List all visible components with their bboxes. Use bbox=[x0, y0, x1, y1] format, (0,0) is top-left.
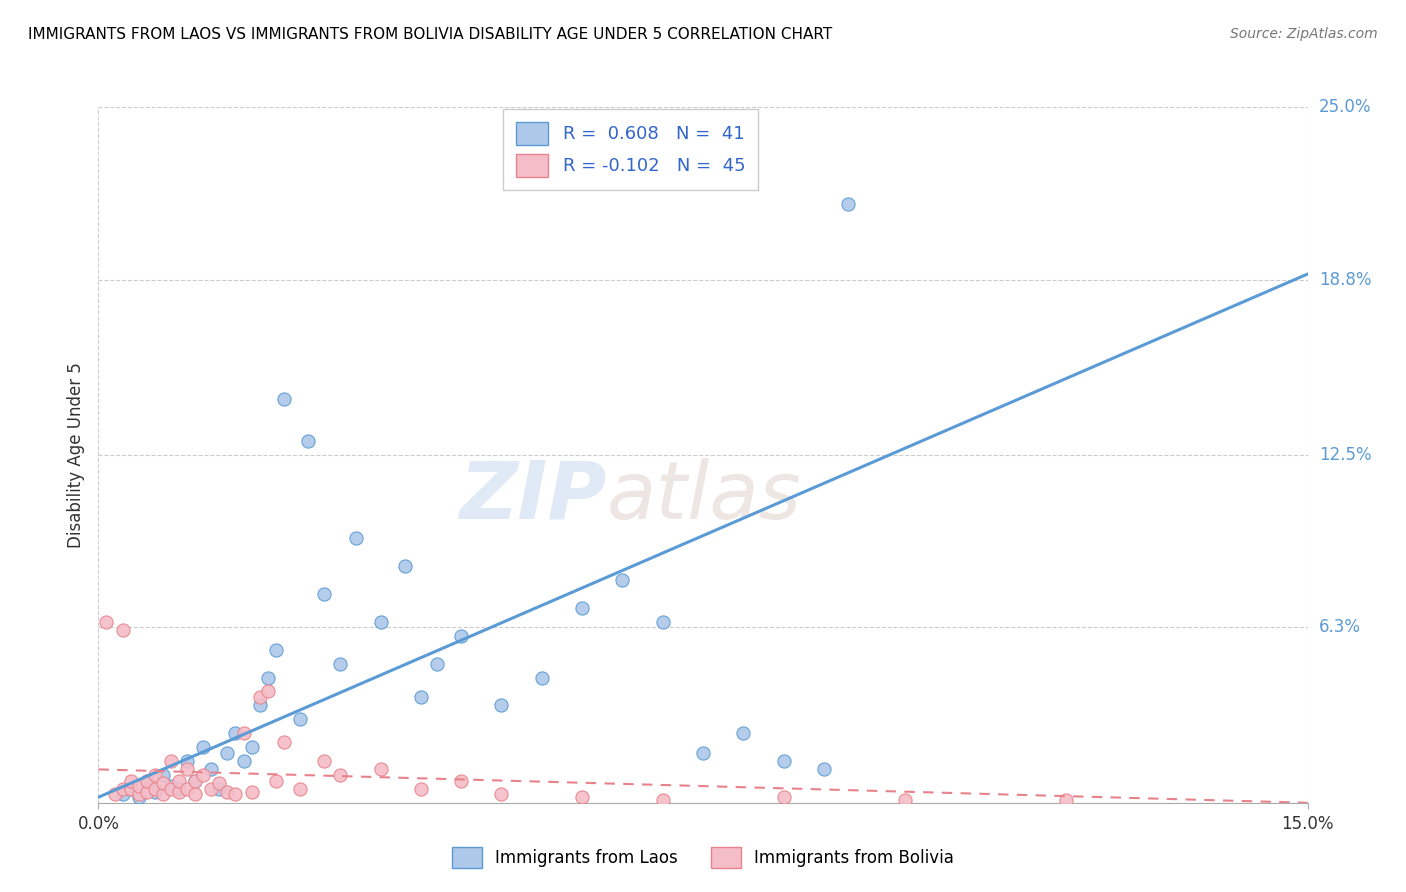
Point bbox=[200, 781, 222, 796]
Text: IMMIGRANTS FROM LAOS VS IMMIGRANTS FROM BOLIVIA DISABILITY AGE UNDER 5 CORRELATI: IMMIGRANTS FROM LAOS VS IMMIGRANTS FROM … bbox=[28, 27, 832, 42]
Point bbox=[111, 788, 134, 802]
Point bbox=[120, 773, 142, 788]
Point bbox=[167, 785, 190, 799]
Point bbox=[128, 788, 150, 802]
Text: 25.0%: 25.0% bbox=[1319, 98, 1371, 116]
Point bbox=[240, 740, 263, 755]
Point bbox=[111, 781, 134, 796]
Point bbox=[426, 657, 449, 671]
Point bbox=[394, 559, 416, 574]
Point bbox=[772, 754, 794, 768]
Point bbox=[491, 788, 513, 802]
Text: 18.8%: 18.8% bbox=[1319, 270, 1371, 289]
Point bbox=[571, 790, 593, 805]
Text: Source: ZipAtlas.com: Source: ZipAtlas.com bbox=[1230, 27, 1378, 41]
Legend: Immigrants from Laos, Immigrants from Bolivia: Immigrants from Laos, Immigrants from Bo… bbox=[446, 840, 960, 875]
Point bbox=[264, 642, 287, 657]
Point bbox=[184, 773, 207, 788]
Point bbox=[273, 392, 295, 407]
Point bbox=[288, 712, 311, 726]
Point bbox=[193, 768, 215, 782]
Point bbox=[329, 657, 352, 671]
Point bbox=[208, 781, 231, 796]
Point bbox=[837, 197, 859, 211]
Point bbox=[176, 781, 198, 796]
Point bbox=[409, 690, 432, 704]
Point bbox=[143, 781, 166, 796]
Legend: R =  0.608   N =  41, R = -0.102   N =  45: R = 0.608 N = 41, R = -0.102 N = 45 bbox=[503, 109, 758, 190]
Point bbox=[160, 754, 183, 768]
Point bbox=[893, 793, 915, 807]
Point bbox=[135, 773, 157, 788]
Point bbox=[120, 781, 142, 796]
Point bbox=[450, 773, 472, 788]
Point bbox=[120, 781, 142, 796]
Point bbox=[651, 615, 673, 629]
Point bbox=[409, 781, 432, 796]
Point bbox=[224, 726, 246, 740]
Point bbox=[1054, 793, 1077, 807]
Point bbox=[152, 776, 174, 790]
Point bbox=[128, 790, 150, 805]
Point bbox=[240, 785, 263, 799]
Point bbox=[200, 763, 222, 777]
Point bbox=[450, 629, 472, 643]
Point bbox=[249, 690, 271, 704]
Text: ZIP: ZIP bbox=[458, 458, 606, 536]
Point bbox=[96, 615, 118, 629]
Point bbox=[143, 785, 166, 799]
Point bbox=[297, 434, 319, 448]
Point bbox=[103, 788, 125, 802]
Point bbox=[314, 587, 336, 601]
Point bbox=[152, 788, 174, 802]
Point bbox=[733, 726, 755, 740]
Point bbox=[167, 773, 190, 788]
Point bbox=[232, 726, 254, 740]
Point bbox=[256, 671, 278, 685]
Text: 12.5%: 12.5% bbox=[1319, 446, 1371, 464]
Point bbox=[288, 781, 311, 796]
Point bbox=[111, 624, 134, 638]
Point bbox=[152, 768, 174, 782]
Point bbox=[256, 684, 278, 698]
Point bbox=[128, 779, 150, 793]
Point bbox=[491, 698, 513, 713]
Point bbox=[160, 781, 183, 796]
Point bbox=[612, 573, 634, 587]
Point bbox=[249, 698, 271, 713]
Point bbox=[160, 779, 183, 793]
Point bbox=[314, 754, 336, 768]
Point bbox=[176, 763, 198, 777]
Point bbox=[370, 615, 392, 629]
Point bbox=[176, 754, 198, 768]
Point bbox=[344, 532, 367, 546]
Point bbox=[651, 793, 673, 807]
Point bbox=[772, 790, 794, 805]
Text: atlas: atlas bbox=[606, 458, 801, 536]
Point bbox=[135, 773, 157, 788]
Point bbox=[530, 671, 553, 685]
Point bbox=[135, 785, 157, 799]
Point bbox=[208, 776, 231, 790]
Point bbox=[224, 788, 246, 802]
Y-axis label: Disability Age Under 5: Disability Age Under 5 bbox=[66, 362, 84, 548]
Point bbox=[813, 763, 835, 777]
Point bbox=[273, 734, 295, 748]
Point bbox=[264, 773, 287, 788]
Text: 6.3%: 6.3% bbox=[1319, 618, 1361, 637]
Point bbox=[571, 601, 593, 615]
Point bbox=[217, 785, 239, 799]
Point bbox=[193, 740, 215, 755]
Point bbox=[370, 763, 392, 777]
Point bbox=[143, 768, 166, 782]
Point bbox=[184, 788, 207, 802]
Point bbox=[167, 781, 190, 796]
Point bbox=[217, 746, 239, 760]
Point bbox=[692, 746, 714, 760]
Point bbox=[329, 768, 352, 782]
Point bbox=[184, 773, 207, 788]
Point bbox=[232, 754, 254, 768]
